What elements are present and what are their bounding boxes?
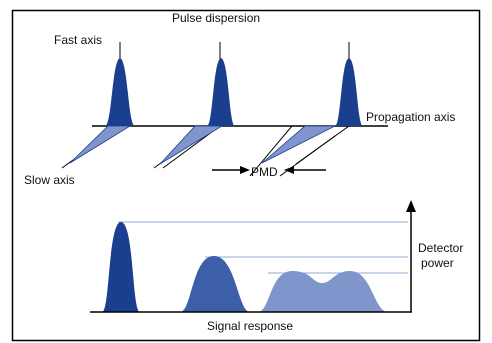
fast-pulse-1 <box>105 58 135 126</box>
signal-response-label: Signal response <box>207 319 293 333</box>
fast-pulse-2 <box>207 58 235 126</box>
detector-power-arrowhead <box>406 200 416 212</box>
fast-axis-label: Fast axis <box>54 33 102 47</box>
figure-frame <box>11 9 481 342</box>
slow-pulse-3 <box>261 125 336 164</box>
signal-pulse-partially-dispersed <box>180 256 250 312</box>
pmd-arrowhead-left <box>240 166 250 174</box>
slow-pulse-2 <box>159 125 224 165</box>
detector-power-label-line1: Detector <box>418 241 463 255</box>
pmd-label: PMD <box>251 165 278 179</box>
detector-power-label-line2: power <box>421 256 454 270</box>
signal-pulse-fully-dispersed <box>258 271 388 312</box>
signal-pulse-undispersed <box>102 222 140 312</box>
slow-pulse-1 <box>69 125 132 164</box>
pmd-bracket-left <box>249 125 293 177</box>
pulse-dispersion-label: Pulse dispersion <box>172 11 260 25</box>
fast-pulse-3 <box>335 58 363 126</box>
pmd-arrowhead-right <box>284 166 294 174</box>
propagation-axis-label: Propagation axis <box>366 110 455 124</box>
slow-axis-label: Slow axis <box>24 173 75 187</box>
